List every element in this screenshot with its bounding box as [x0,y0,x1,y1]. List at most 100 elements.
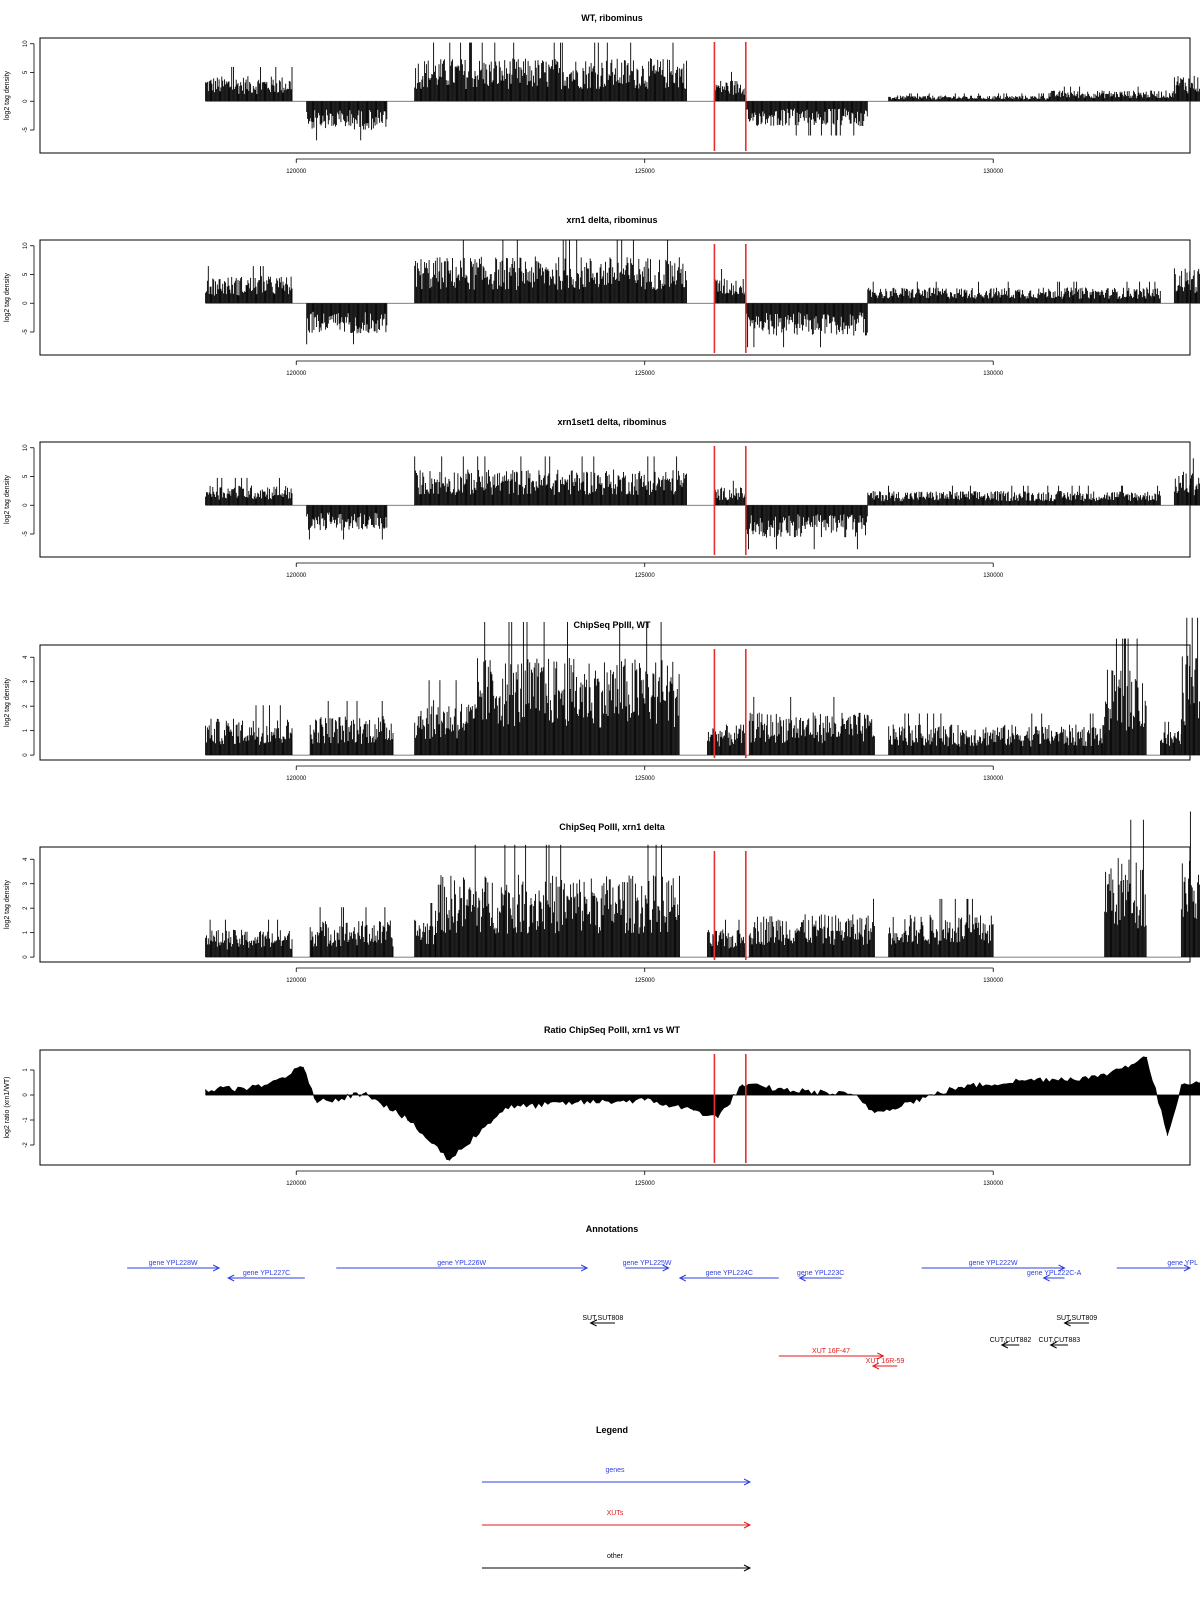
y-tick-label: 1 [23,930,29,934]
signal-segment [713,480,746,506]
signal-segment [1160,721,1182,756]
signal-segment [748,696,875,756]
signal-segment [435,844,680,958]
y-axis: 10 5 0 -5 [23,444,35,537]
y-axis: 10 5 0 -5 [23,242,35,335]
x-tick-label: 120000 [286,776,307,782]
x-axis: 120000 125000 130000 [286,967,1004,984]
y-tick-label: 2 [23,906,29,910]
signal-segment [309,701,394,756]
signal-segment [205,705,293,756]
y-tick-label: 3 [23,679,29,683]
signal-segment [748,898,875,958]
signal-series [205,811,1200,958]
signal-segment [745,101,868,136]
y-tick-label: 0 [23,301,29,305]
signal-segment [414,680,478,756]
y-tick-label: 0 [23,99,29,103]
signal-series [205,456,1200,550]
signal-segment [1180,617,1200,756]
signal-segment [306,101,388,141]
signal-segment [1173,75,1200,102]
y-tick-label: 2 [23,704,29,708]
x-axis: 120000 125000 130000 [286,158,1004,175]
x-tick-label: 120000 [286,573,307,579]
signal-segment [888,93,1050,102]
x-tick-label: 130000 [983,978,1004,984]
signal-segment [1173,268,1200,304]
signal-segment [414,42,687,102]
track-panel: xrn1 delta, ribominus 10 5 0 -5 log2 tag dens… [4,215,1200,377]
x-tick-label: 130000 [983,169,1004,175]
y-tick-label: 4 [23,857,29,861]
y-axis-label: log2 tag density [4,677,11,727]
x-tick-label: 130000 [983,573,1004,579]
y-axis: 4 3 2 1 0 [23,655,35,757]
x-tick-label: 125000 [635,776,656,782]
x-tick-label: 125000 [635,371,656,377]
y-axis-label: log2 tag density [4,70,11,120]
signal-series [205,239,1200,348]
x-tick-label: 125000 [635,169,656,175]
signal-segment [414,456,687,506]
track-panel: xrn1set1 delta, ribominus 10 5 0 -5 log2 tag … [4,417,1200,579]
signal-segment [414,239,687,304]
track-title: xrn1set1 delta, ribominus [557,417,666,427]
x-tick-label: 125000 [635,978,656,984]
signal-segment [888,713,1106,756]
y-axis-label: log2 tag density [4,879,11,929]
track-panel: WT, ribominus 10 5 0 -5 log2 tag density 12000… [4,13,1200,175]
x-axis: 120000 125000 130000 [286,562,1004,579]
signal-segment [867,485,1161,506]
y-axis-label: log2 tag density [4,272,11,322]
signal-segment [1048,86,1175,102]
y-tick-label: 10 [23,444,29,451]
track-title: WT, ribominus [581,13,643,23]
signal-segment [1104,638,1147,756]
y-tick-label: 5 [23,70,29,74]
track-title: ChipSeq PolII, WT [574,620,651,630]
track-title: ChipSeq PolII, xrn1 delta [559,822,666,832]
y-axis: 10 5 0 -5 [23,40,35,133]
signal-segment [414,903,436,958]
signal-segment [1173,458,1200,506]
signal-segment [713,71,746,102]
signal-segment [707,724,746,756]
plot-frame [39,644,1191,761]
signal-series [205,617,1200,756]
x-tick-label: 120000 [286,371,307,377]
x-tick-label: 120000 [286,169,307,175]
x-tick-label: 120000 [286,978,307,984]
y-tick-label: 1 [23,728,29,732]
signal-segment [867,281,1161,304]
y-axis-label: log2 tag density [4,474,11,524]
signal-segment [713,269,746,304]
signal-segment [205,266,293,304]
y-tick-label: 10 [23,242,29,249]
track-title: xrn1 delta, ribominus [566,215,657,225]
signal-segment [306,505,388,540]
y-tick-label: 5 [23,272,29,276]
y-tick-label: 3 [23,881,29,885]
signal-segment [309,907,394,958]
y-tick-label: -5 [23,127,29,133]
y-tick-label: 0 [23,503,29,507]
y-axis: 4 3 2 1 0 [23,857,35,959]
x-tick-label: 130000 [983,371,1004,377]
x-axis: 120000 125000 130000 [286,360,1004,377]
signal-segment [306,303,388,345]
signal-segment [707,919,746,958]
y-tick-label: -5 [23,531,29,537]
signal-segment [745,303,868,348]
x-tick-label: 125000 [635,573,656,579]
signal-segment [745,505,868,550]
x-axis: 120000 125000 130000 [286,765,1004,782]
y-tick-label: 5 [23,474,29,478]
y-tick-label: 10 [23,40,29,47]
signal-segment [477,622,680,756]
signal-segment [205,919,293,958]
signal-series [205,42,1200,141]
signal-segment [205,477,293,506]
